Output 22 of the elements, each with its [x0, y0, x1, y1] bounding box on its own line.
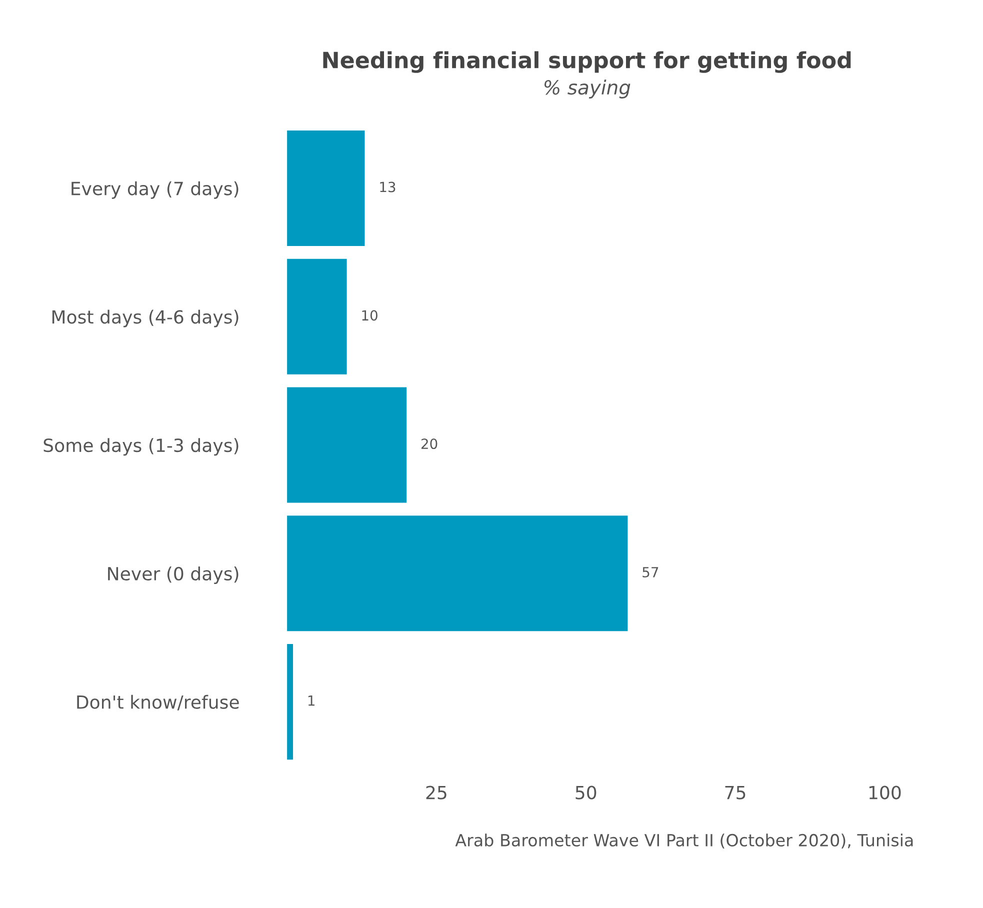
y-tick-label: Don't know/refuse: [77, 694, 239, 710]
x-tick-label: 50: [576, 786, 596, 800]
x-tick-label: 75: [725, 786, 746, 800]
x-tick-label: 100: [869, 786, 901, 800]
chart-title: Needing financial support for getting food: [323, 51, 851, 73]
bar: [287, 387, 407, 503]
data-label: 20: [421, 438, 438, 450]
bar: [287, 130, 365, 246]
data-label: 1: [308, 696, 314, 706]
y-tick-label: Never (0 days): [108, 566, 238, 584]
bar: [287, 644, 294, 760]
data-label: 10: [362, 310, 378, 321]
y-tick-label: Some days (1-3 days): [44, 438, 238, 456]
data-label: 13: [380, 182, 396, 192]
data-label: 57: [642, 567, 658, 578]
text: Arab Barometer Wave VI Part II (October 2020), Tunisia: [455, 834, 913, 848]
bar: [287, 258, 347, 374]
x-tick-label: 25: [426, 786, 446, 800]
y-tick-label: Every day (7 days): [72, 181, 238, 199]
chart-subtitle: % saying: [544, 80, 630, 98]
bar: [287, 516, 628, 632]
y-tick-label: Most days (4-6 days): [52, 310, 238, 328]
